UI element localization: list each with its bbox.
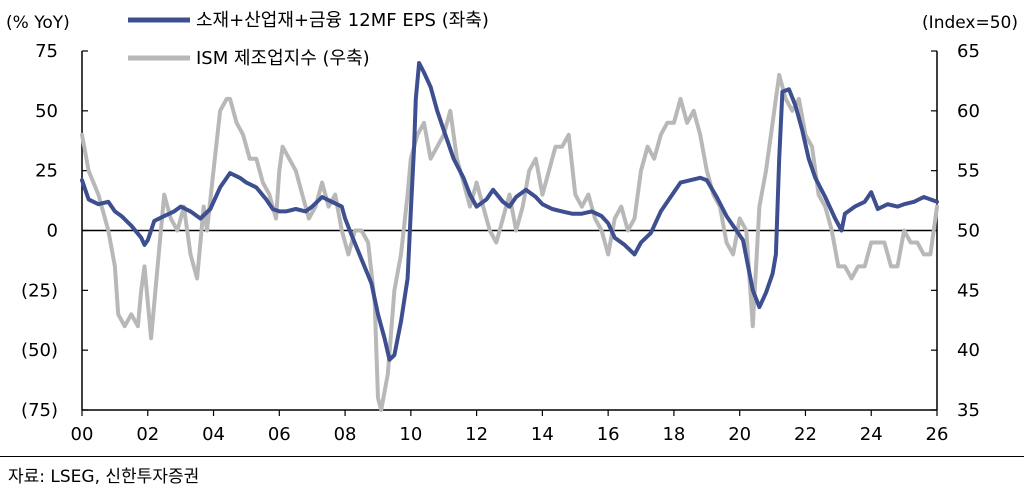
- source-note: 자료: LSEG, 신한투자증권: [8, 467, 200, 487]
- x-axis: 00 02 04 06 08 10 12 14 16 18 20 22 24 26: [71, 410, 949, 445]
- x-tick-label: 18: [662, 424, 685, 445]
- x-tick-label: 14: [531, 424, 554, 445]
- x-tick-label: 10: [399, 424, 422, 445]
- right-tick-label: 60: [957, 101, 980, 122]
- x-tick-label: 16: [597, 424, 620, 445]
- right-tick-label: 45: [957, 280, 980, 301]
- left-tick-label: 0: [47, 221, 58, 242]
- left-axis: 75 50 25 0 (25) (50) (75): [21, 41, 88, 421]
- right-tick-label: 65: [957, 41, 980, 62]
- series-eps-line: [80, 61, 939, 362]
- legend-item-eps-label: 소재+산업재+금융 12MF EPS (좌축): [196, 10, 489, 31]
- right-tick-label: 40: [957, 340, 980, 361]
- x-tick-label: 12: [465, 424, 488, 445]
- x-tick-label: 22: [794, 424, 817, 445]
- x-tick-label: 02: [136, 424, 159, 445]
- plot-frame: [81, 51, 938, 411]
- right-tick-label: 50: [957, 221, 980, 242]
- left-axis-title: (% YoY): [6, 13, 70, 33]
- right-axis: 65 60 55 50 45 40 35: [931, 41, 980, 421]
- x-tick-label: 24: [860, 424, 883, 445]
- x-tick-label: 04: [202, 424, 225, 445]
- left-tick-label: (25): [21, 280, 58, 301]
- x-tick-label: 06: [268, 424, 291, 445]
- right-tick-label: 55: [957, 161, 980, 182]
- left-tick-label: (75): [21, 400, 58, 421]
- series-layer: [80, 61, 939, 412]
- x-tick-label: 20: [728, 424, 751, 445]
- right-tick-label: 35: [957, 400, 980, 421]
- right-axis-title: (Index=50): [922, 13, 1018, 33]
- series-ism-line: [80, 72, 939, 412]
- x-tick-label: 08: [334, 424, 357, 445]
- x-tick-label: 00: [71, 424, 94, 445]
- legend-item-ism-label: ISM 제조업지수 (우축): [196, 48, 370, 69]
- left-tick-label: 25: [35, 161, 58, 182]
- left-tick-label: 50: [35, 101, 58, 122]
- left-tick-label: (50): [21, 340, 58, 361]
- x-tick-label: 26: [926, 424, 949, 445]
- left-tick-label: 75: [35, 41, 58, 62]
- legend: 소재+산업재+금융 12MF EPS (좌축) ISM 제조업지수 (우축): [128, 10, 489, 69]
- source-rule: [0, 456, 1024, 457]
